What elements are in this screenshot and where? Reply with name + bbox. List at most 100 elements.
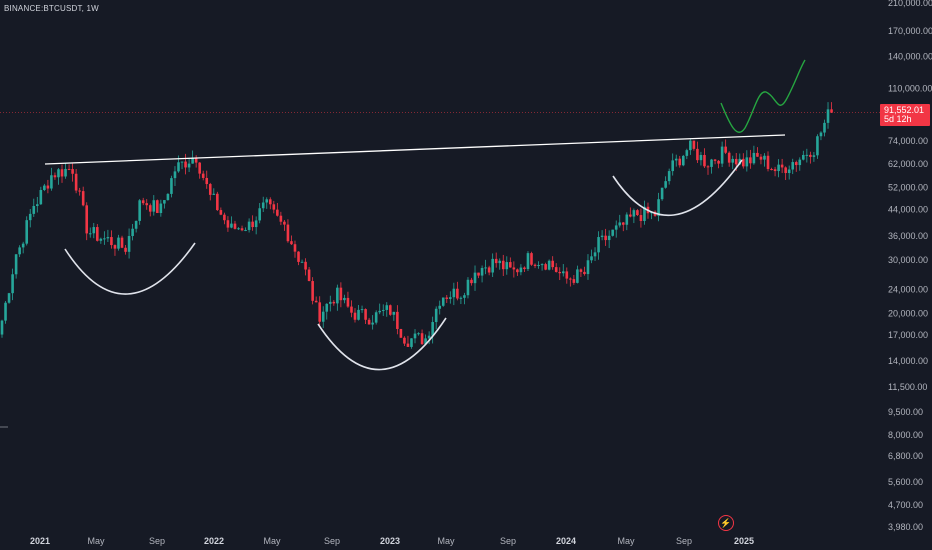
candle-body — [244, 229, 247, 231]
candle-body — [809, 154, 812, 157]
y-tick-label: 52,000.00 — [888, 182, 928, 192]
candle-body — [498, 260, 502, 264]
candle-body — [452, 288, 456, 298]
candle-body — [830, 109, 833, 113]
candle-body — [491, 258, 494, 273]
candle-body — [431, 322, 434, 336]
candle-body — [141, 200, 145, 204]
candle-body — [456, 288, 459, 299]
tradingview-lightning-icon[interactable]: ⚡ — [718, 515, 734, 531]
y-tick-label: 44,000.00 — [888, 205, 928, 215]
candle-body — [219, 210, 223, 215]
candle-body — [212, 193, 216, 195]
candle-body — [194, 157, 198, 163]
candle-body — [18, 247, 21, 255]
candle-body — [39, 190, 43, 205]
candle-body — [173, 171, 177, 179]
candle-body — [614, 225, 618, 230]
candle-body — [177, 162, 180, 172]
x-tick-label: Sep — [149, 536, 165, 546]
y-tick-label: 36,000.00 — [888, 231, 928, 241]
candle-body — [297, 251, 300, 262]
candle-body — [311, 281, 314, 301]
candle-body — [784, 167, 787, 174]
x-tick-label: May — [87, 536, 105, 546]
candle-body — [544, 264, 547, 270]
candle-body — [738, 158, 742, 165]
rounded-bottom-arc[interactable] — [612, 159, 743, 216]
candle-body — [427, 335, 431, 339]
candle-body — [336, 287, 339, 304]
x-tick-label: 2021 — [30, 536, 50, 546]
candle-body — [681, 155, 685, 166]
candle-body — [597, 237, 600, 253]
candle-body — [710, 159, 713, 167]
candle-body — [25, 220, 29, 244]
candle-body — [184, 161, 187, 168]
y-tick-label: 17,000.00 — [888, 330, 928, 340]
time-axis[interactable]: 2021 May Sep 2022 May Sep 2023 May Sep 2024 May Sep… — [30, 536, 754, 546]
candle-body — [731, 158, 735, 163]
y-tick-label: 110,000.00 — [888, 83, 932, 93]
candle-body — [459, 297, 463, 299]
candle-body — [819, 132, 823, 137]
x-tick-label: May — [437, 536, 455, 546]
candle-body — [657, 199, 660, 216]
candle-body — [484, 267, 487, 269]
candle-body — [205, 177, 209, 185]
candle-body — [127, 236, 131, 252]
y-tick-label: 20,000.00 — [888, 309, 928, 319]
x-tick-label: 2023 — [380, 536, 400, 546]
candle-body — [314, 300, 318, 303]
candle-body — [530, 253, 533, 265]
candle-body — [406, 343, 410, 347]
candle-body — [734, 158, 738, 165]
bar-countdown: 5d 12h — [884, 114, 912, 124]
candle-body — [816, 136, 819, 156]
candle-body — [230, 223, 233, 228]
projection-path[interactable] — [720, 59, 806, 133]
candle-body — [240, 228, 244, 231]
candle-body — [159, 203, 163, 214]
candle-body — [756, 152, 759, 157]
candle-body — [208, 184, 212, 195]
price-axis[interactable]: 210,000.00 170,000.00 140,000.00 110,000.00… — [888, 0, 932, 532]
candle-body — [639, 215, 643, 221]
candle-body — [145, 203, 149, 206]
candle-body — [823, 122, 826, 133]
candle-body — [724, 146, 727, 153]
candle-body — [413, 333, 417, 339]
rounded-bottom-arc[interactable] — [64, 242, 196, 295]
candle-body — [526, 253, 530, 270]
candle-body — [71, 169, 74, 174]
candle-body — [643, 206, 646, 221]
candle-body — [671, 160, 674, 172]
candle-body — [276, 209, 279, 216]
symbol-label[interactable]: BINANCE:BTCUSDT, 1W — [4, 4, 99, 13]
candle-body — [791, 162, 795, 170]
candle-body — [392, 311, 396, 315]
x-tick-label: May — [263, 536, 281, 546]
candle-body — [346, 297, 350, 307]
candle-body — [371, 322, 374, 325]
candle-body — [689, 140, 692, 151]
candle-body — [261, 202, 265, 209]
candle-body — [134, 220, 138, 229]
candle-body — [78, 190, 81, 192]
candle-body — [540, 264, 544, 266]
candle-body — [32, 205, 36, 214]
candle-body — [64, 168, 67, 177]
rounded-bottom-arc[interactable] — [317, 317, 447, 371]
candle-body — [283, 221, 286, 225]
candle-body — [88, 233, 92, 235]
candle-body — [766, 155, 770, 170]
x-tick-label: Sep — [676, 536, 692, 546]
y-tick-label: 14,000.00 — [888, 356, 928, 366]
resistance-trendline[interactable] — [44, 134, 786, 165]
candle-body — [110, 237, 113, 246]
candle-body — [569, 278, 572, 280]
candle-body — [113, 245, 117, 249]
candle-body — [438, 305, 442, 309]
candle-body — [28, 213, 32, 221]
